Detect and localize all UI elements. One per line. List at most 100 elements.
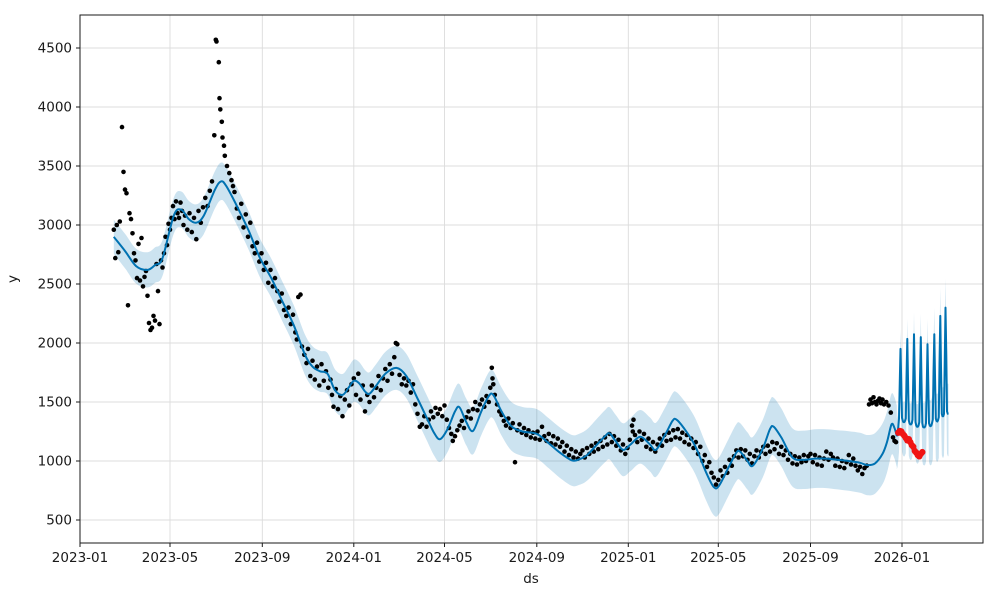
- actual-point: [236, 215, 242, 221]
- actual-point: [635, 439, 640, 445]
- actual-point: [319, 361, 324, 367]
- x-tick-label: 2024-05: [416, 550, 472, 566]
- actual-point: [312, 377, 318, 382]
- x-tick-label: 2026-01: [874, 550, 930, 566]
- actual-point: [686, 442, 692, 447]
- actual-point: [122, 187, 128, 192]
- actual-point: [573, 449, 579, 454]
- fitted-line: [113, 180, 898, 490]
- actual-point: [765, 443, 771, 449]
- actual-point: [440, 413, 445, 419]
- actual-point: [799, 459, 804, 465]
- actual-point: [890, 435, 896, 440]
- yhat-history-line: [113, 180, 898, 490]
- actual-point: [562, 449, 567, 454]
- actual-point: [176, 215, 182, 221]
- actual-point: [842, 465, 847, 471]
- actual-point: [152, 318, 158, 323]
- actual-point: [395, 341, 400, 347]
- actual-point: [196, 208, 201, 214]
- actual-point: [503, 423, 509, 428]
- actual-point: [459, 418, 465, 424]
- actual-point: [589, 443, 594, 449]
- actual-point: [435, 411, 441, 417]
- actual-point: [290, 312, 296, 318]
- x-tick-label: 2025-05: [690, 550, 746, 566]
- actual-point: [546, 431, 552, 437]
- x-axis-label: ds: [523, 571, 539, 587]
- actual-point: [131, 251, 137, 256]
- actual-point: [785, 457, 791, 463]
- actual-point: [781, 452, 786, 458]
- actual-point: [113, 255, 118, 261]
- actual-point: [317, 383, 322, 388]
- actual-point: [314, 364, 320, 369]
- actual-point: [442, 403, 447, 408]
- actual-point: [157, 321, 162, 327]
- actual-point: [217, 95, 222, 101]
- actual-point: [160, 265, 165, 270]
- actual-point: [444, 417, 450, 423]
- actual-point: [763, 451, 768, 457]
- actual-point: [268, 267, 273, 273]
- actual-point: [397, 372, 402, 378]
- actual-point: [200, 205, 206, 210]
- actual-point: [855, 468, 861, 473]
- actual-point: [539, 424, 545, 430]
- actual-point: [449, 431, 454, 437]
- actual-point: [828, 451, 834, 457]
- actual-point: [114, 222, 120, 228]
- y-tick-label: 4500: [38, 41, 72, 57]
- actual-point: [566, 452, 572, 458]
- actual-point: [356, 371, 361, 377]
- actual-point: [387, 361, 393, 367]
- actual-point: [254, 240, 260, 245]
- actual-point: [716, 477, 721, 483]
- actual-point: [181, 222, 186, 228]
- actual-point: [203, 195, 208, 201]
- actual-point: [711, 475, 717, 480]
- actual-point: [776, 451, 782, 457]
- grid-lines: [79, 15, 983, 543]
- actual-point: [767, 449, 773, 454]
- actual-point: [871, 395, 876, 400]
- actual-point: [616, 437, 621, 443]
- actual-point: [457, 423, 462, 428]
- actual-point: [455, 428, 460, 433]
- actual-point: [888, 410, 894, 415]
- actual-point: [232, 189, 237, 195]
- actual-point: [491, 382, 496, 387]
- actual-point: [369, 383, 375, 388]
- actual-point: [212, 133, 217, 138]
- actual-point: [846, 452, 852, 458]
- actual-point: [736, 455, 741, 460]
- actual-point: [392, 354, 397, 360]
- actual-point: [136, 241, 141, 247]
- y-tick-label: 3500: [38, 159, 72, 175]
- anomaly-points: [895, 427, 926, 460]
- actual-point: [772, 446, 777, 452]
- actual-point: [797, 455, 802, 460]
- actual-point: [620, 442, 626, 447]
- actual-point: [155, 288, 161, 294]
- actual-point: [170, 203, 176, 209]
- y-tick-label: 2500: [38, 277, 72, 293]
- actual-point: [163, 234, 168, 240]
- actual-point: [342, 397, 348, 402]
- actual-point: [340, 413, 345, 419]
- actual-point: [671, 428, 676, 433]
- actual-point: [779, 444, 784, 450]
- actual-point: [263, 260, 269, 266]
- actual-point: [142, 274, 147, 280]
- actual-point: [564, 443, 570, 449]
- actual-point: [524, 432, 529, 438]
- actual-point: [853, 463, 858, 469]
- y-tick-label: 3000: [38, 218, 72, 234]
- actual-point: [404, 383, 409, 388]
- actual-point: [600, 444, 606, 450]
- actual-point: [812, 452, 818, 458]
- actual-point: [145, 293, 150, 299]
- actual-point: [571, 455, 576, 460]
- actual-point: [347, 403, 352, 408]
- actual-point: [378, 387, 384, 393]
